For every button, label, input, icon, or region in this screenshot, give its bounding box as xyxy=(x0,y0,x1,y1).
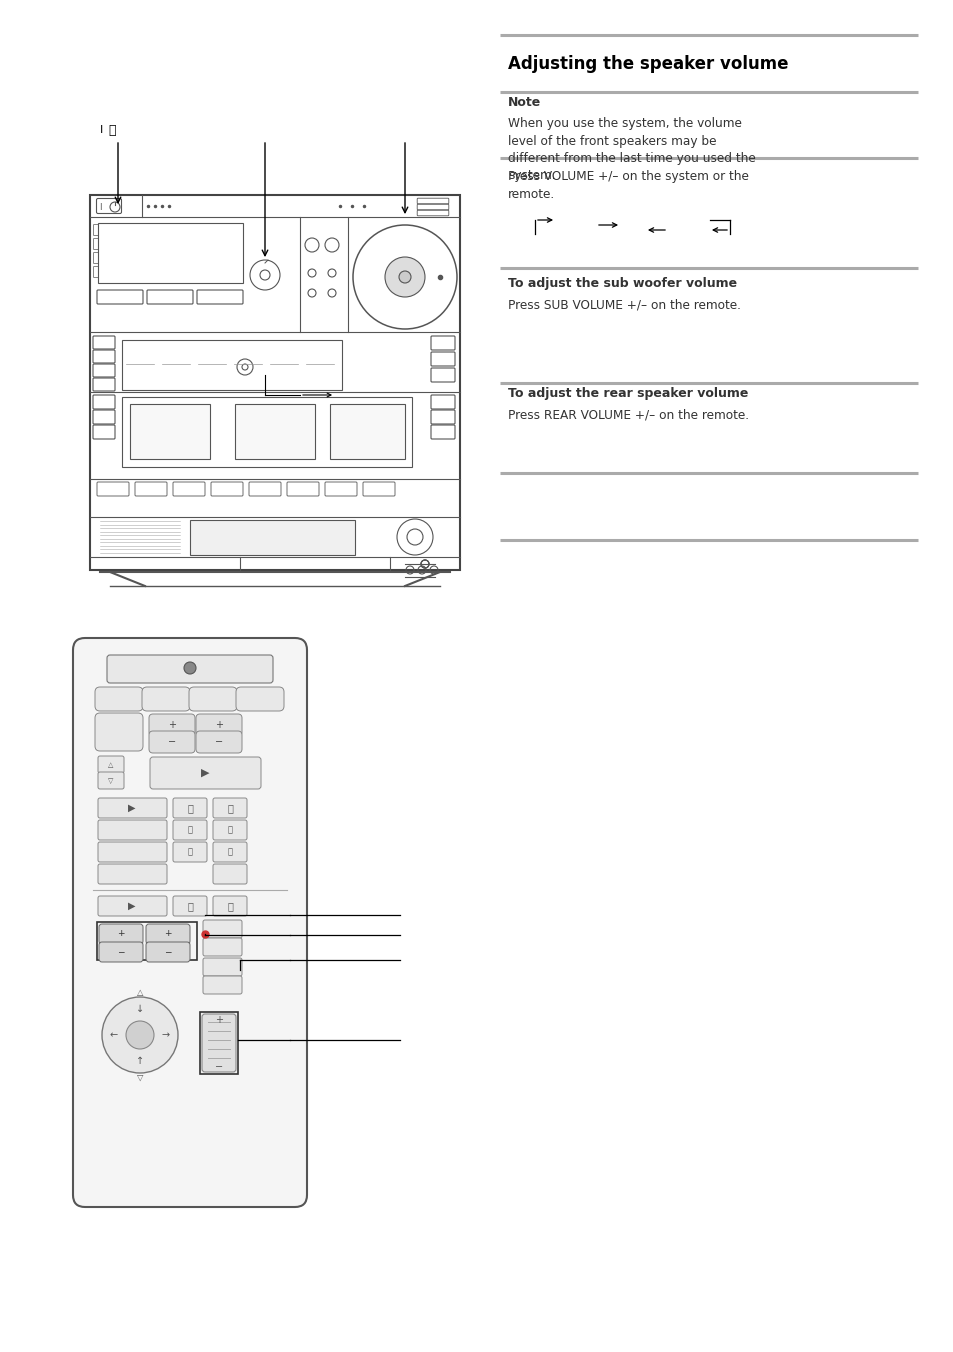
Text: +: + xyxy=(164,930,172,938)
Text: ⏸: ⏸ xyxy=(187,900,193,911)
FancyBboxPatch shape xyxy=(213,798,247,818)
Bar xyxy=(98,223,243,283)
Text: When you use the system, the volume
level of the front speakers may be
different: When you use the system, the volume leve… xyxy=(507,118,755,183)
FancyBboxPatch shape xyxy=(98,772,124,790)
FancyBboxPatch shape xyxy=(202,1014,235,1072)
Text: −: − xyxy=(164,948,172,956)
FancyBboxPatch shape xyxy=(213,821,247,840)
FancyBboxPatch shape xyxy=(99,923,143,944)
Circle shape xyxy=(398,270,411,283)
FancyBboxPatch shape xyxy=(203,938,242,956)
Text: Note: Note xyxy=(507,96,540,110)
FancyBboxPatch shape xyxy=(213,896,247,917)
Bar xyxy=(130,404,210,458)
FancyBboxPatch shape xyxy=(146,923,190,944)
Text: ▽: ▽ xyxy=(109,777,113,784)
Text: ⏭: ⏭ xyxy=(227,826,233,834)
Bar xyxy=(90,195,459,571)
Text: ⏻: ⏻ xyxy=(108,123,115,137)
Text: +: + xyxy=(117,930,125,938)
FancyBboxPatch shape xyxy=(189,687,236,711)
Text: ↓: ↓ xyxy=(135,1005,144,1014)
FancyBboxPatch shape xyxy=(149,714,194,735)
Text: ←: ← xyxy=(110,1030,118,1040)
Text: −: − xyxy=(168,737,176,748)
FancyBboxPatch shape xyxy=(195,714,242,735)
Text: −: − xyxy=(117,948,125,956)
FancyBboxPatch shape xyxy=(172,896,207,917)
FancyBboxPatch shape xyxy=(203,919,242,938)
Text: Press SUB VOLUME +/– on the remote.: Press SUB VOLUME +/– on the remote. xyxy=(507,297,740,311)
Text: ⏸: ⏸ xyxy=(187,803,193,813)
Bar xyxy=(200,1013,237,1073)
Text: To adjust the sub woofer volume: To adjust the sub woofer volume xyxy=(507,277,737,289)
Text: −: − xyxy=(214,737,223,748)
FancyBboxPatch shape xyxy=(142,687,190,711)
Text: Press VOLUME +/– on the system or the
remote.: Press VOLUME +/– on the system or the re… xyxy=(507,170,748,200)
FancyBboxPatch shape xyxy=(98,896,167,917)
Text: △: △ xyxy=(136,988,143,998)
FancyBboxPatch shape xyxy=(98,798,167,818)
Text: ▽: ▽ xyxy=(136,1072,143,1082)
FancyBboxPatch shape xyxy=(107,654,273,683)
Circle shape xyxy=(385,257,424,297)
Text: ▶: ▶ xyxy=(128,803,135,813)
FancyBboxPatch shape xyxy=(172,821,207,840)
Text: ▶: ▶ xyxy=(128,900,135,911)
Circle shape xyxy=(184,662,195,675)
Text: I: I xyxy=(99,203,101,211)
FancyBboxPatch shape xyxy=(203,959,242,976)
FancyBboxPatch shape xyxy=(195,731,242,753)
Bar xyxy=(97,922,196,960)
Text: +: + xyxy=(168,721,175,730)
Text: ⏮: ⏮ xyxy=(188,826,193,834)
Circle shape xyxy=(126,1021,153,1049)
Bar xyxy=(122,339,341,389)
FancyBboxPatch shape xyxy=(235,687,284,711)
FancyBboxPatch shape xyxy=(146,942,190,963)
Circle shape xyxy=(102,996,178,1073)
FancyBboxPatch shape xyxy=(213,842,247,863)
Text: →: → xyxy=(162,1030,170,1040)
FancyBboxPatch shape xyxy=(172,798,207,818)
Text: +: + xyxy=(214,1015,223,1025)
Text: +: + xyxy=(214,721,223,730)
Bar xyxy=(190,521,355,556)
Bar xyxy=(122,397,412,466)
Text: ↑: ↑ xyxy=(135,1056,144,1065)
Text: ⏹: ⏹ xyxy=(227,803,233,813)
FancyBboxPatch shape xyxy=(99,942,143,963)
FancyBboxPatch shape xyxy=(98,864,167,884)
Text: ▶: ▶ xyxy=(200,768,209,777)
FancyBboxPatch shape xyxy=(213,864,247,884)
FancyBboxPatch shape xyxy=(73,638,307,1207)
Text: Press REAR VOLUME +/– on the remote.: Press REAR VOLUME +/– on the remote. xyxy=(507,410,748,422)
FancyBboxPatch shape xyxy=(172,842,207,863)
FancyBboxPatch shape xyxy=(98,821,167,840)
Bar xyxy=(234,404,314,458)
FancyBboxPatch shape xyxy=(98,842,167,863)
Text: △: △ xyxy=(109,763,113,768)
FancyBboxPatch shape xyxy=(95,687,143,711)
Text: I: I xyxy=(100,124,104,135)
FancyBboxPatch shape xyxy=(150,757,261,790)
Text: Adjusting the speaker volume: Adjusting the speaker volume xyxy=(507,55,788,73)
FancyBboxPatch shape xyxy=(203,976,242,994)
Text: ⏩: ⏩ xyxy=(227,848,233,857)
Text: −: − xyxy=(214,1063,223,1072)
Bar xyxy=(330,404,405,458)
Text: ⏪: ⏪ xyxy=(188,848,193,857)
Text: To adjust the rear speaker volume: To adjust the rear speaker volume xyxy=(507,388,747,400)
Text: ⏹: ⏹ xyxy=(227,900,233,911)
FancyBboxPatch shape xyxy=(98,756,124,773)
FancyBboxPatch shape xyxy=(149,731,194,753)
FancyBboxPatch shape xyxy=(95,713,143,750)
